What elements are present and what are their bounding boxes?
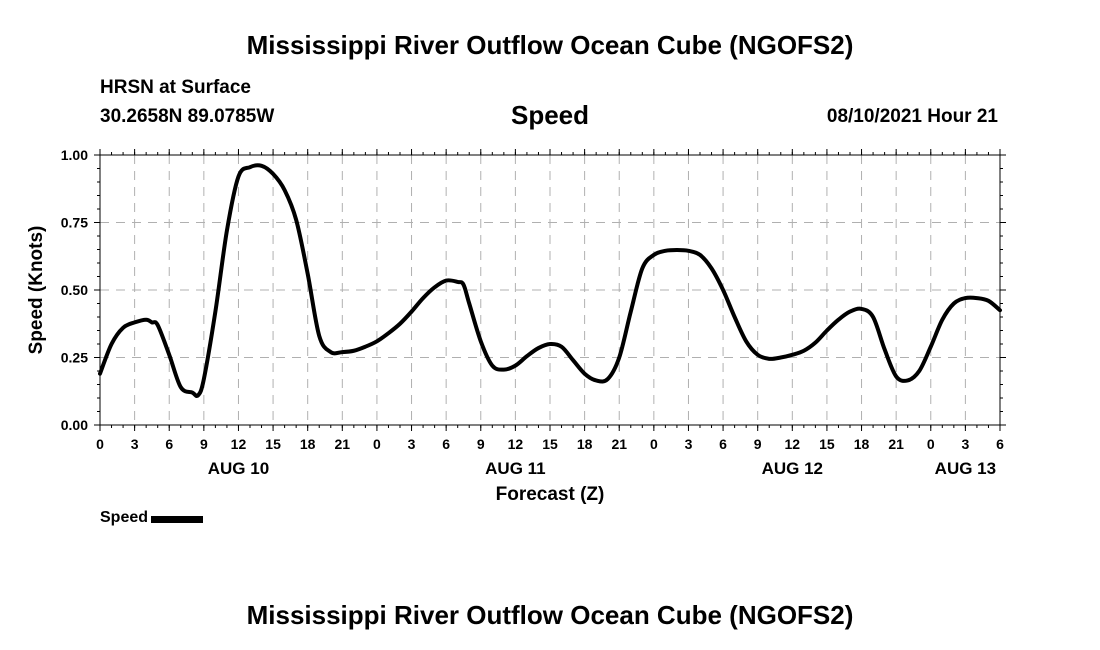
- x-tick-label: 21: [888, 436, 904, 452]
- station-label: HRSN at Surface: [100, 77, 251, 98]
- legend-swatch: [151, 515, 204, 523]
- x-tick-label: 6: [996, 436, 1004, 452]
- x-tick-label: 0: [373, 436, 381, 452]
- speed-chart: 0.00 0.25 0.50 0.75 1.00 0 3 6 9 12 15 18 21 0 3 6 9 12 1…: [26, 147, 1006, 505]
- x-tick-label: 12: [785, 436, 801, 452]
- x-tick-label: 18: [854, 436, 870, 452]
- x-tick-label: 12: [231, 436, 247, 452]
- plot-frame: [99, 154, 1001, 426]
- x-tick-label: 0: [927, 436, 935, 452]
- x-tick-label: 3: [961, 436, 969, 452]
- x-tick-labels: 0 3 6 9 12 15 18 21 0 3 6 9 12 15 18 21 0 3 6 9 12 15 18 21 0 3 6: [96, 436, 1004, 452]
- x-tick-label: 3: [685, 436, 693, 452]
- legend-label: Speed: [100, 509, 149, 526]
- date-label: AUG 11: [485, 459, 545, 478]
- date-labels: AUG 10 AUG 11 AUG 12 AUG 13: [208, 459, 996, 478]
- y-tick-labels: 0.00 0.25 0.50 0.75 1.00: [61, 147, 88, 433]
- x-tick-label: 9: [477, 436, 485, 452]
- x-tick-label: 6: [719, 436, 727, 452]
- x-tick-label: 9: [754, 436, 762, 452]
- x-tick-label: 15: [819, 436, 835, 452]
- x-axis-label: Forecast (Z): [496, 484, 605, 505]
- x-tick-label: 21: [611, 436, 627, 452]
- chart-title: Speed: [510, 100, 590, 130]
- date-label: AUG 10: [208, 459, 269, 478]
- x-tick-label: 21: [335, 436, 351, 452]
- legend: Speed: [100, 509, 204, 527]
- y-tick-label: 0.50: [61, 282, 88, 298]
- x-tick-label: 18: [577, 436, 593, 452]
- x-tick-label: 3: [131, 436, 139, 452]
- x-tick-label: 3: [408, 436, 416, 452]
- y-tick-label: 1.00: [61, 147, 88, 163]
- y-axis-label: Speed (Knots): [26, 226, 47, 355]
- x-tick-label: 15: [265, 436, 281, 452]
- datetime-label: 08/10/2021 Hour 21: [826, 106, 998, 127]
- date-label: AUG 12: [762, 459, 823, 478]
- footer-title: Mississippi River Outflow Ocean Cube (NG…: [246, 600, 854, 630]
- speed-series-line: [98, 163, 1002, 398]
- x-tick-label: 0: [96, 436, 104, 452]
- x-tick-label: 6: [442, 436, 450, 452]
- x-tick-label: 0: [650, 436, 658, 452]
- x-tick-label: 9: [200, 436, 208, 452]
- date-label: AUG 13: [935, 459, 996, 478]
- page-title: Mississippi River Outflow Ocean Cube (NG…: [246, 30, 854, 60]
- x-tick-label: 6: [165, 436, 173, 452]
- coordinates-label: 30.2658N 89.0785W: [100, 106, 275, 127]
- y-tick-label: 0.25: [61, 350, 88, 366]
- y-tick-label: 0.75: [61, 215, 88, 231]
- x-tick-label: 12: [508, 436, 524, 452]
- x-tick-label: 15: [542, 436, 558, 452]
- x-tick-label: 18: [300, 436, 316, 452]
- y-tick-label: 0.00: [61, 417, 88, 433]
